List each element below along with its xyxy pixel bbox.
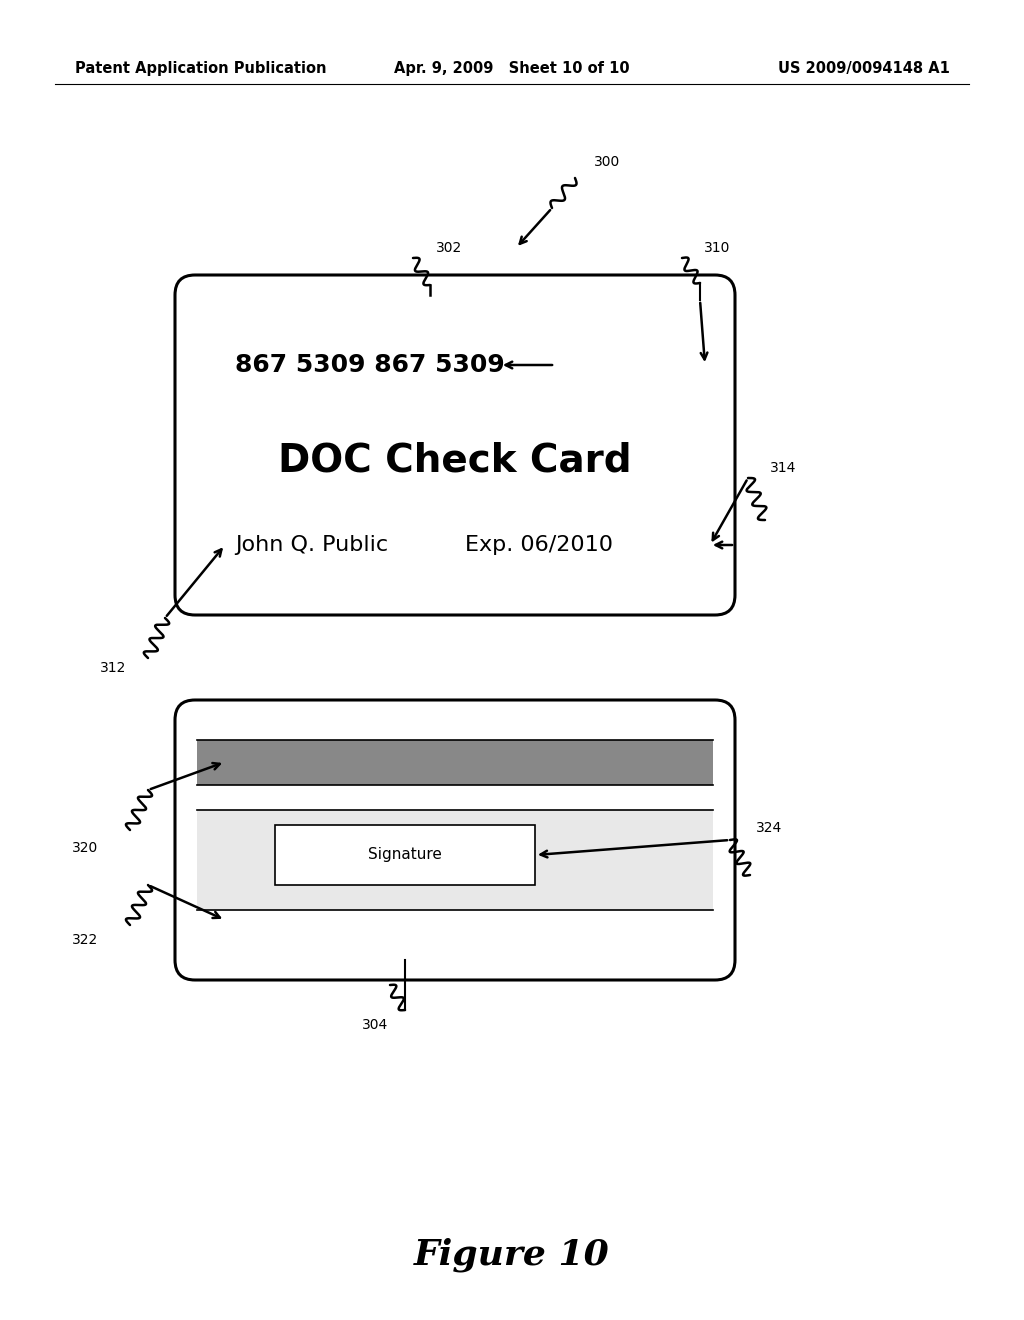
Text: John Q. Public: John Q. Public bbox=[234, 535, 388, 554]
Text: DOC Check Card: DOC Check Card bbox=[279, 441, 632, 479]
Text: 302: 302 bbox=[436, 242, 462, 255]
Text: 300: 300 bbox=[594, 154, 621, 169]
Text: US 2009/0094148 A1: US 2009/0094148 A1 bbox=[778, 61, 950, 75]
Text: Signature: Signature bbox=[368, 847, 442, 862]
FancyBboxPatch shape bbox=[175, 700, 735, 979]
Text: 310: 310 bbox=[705, 242, 730, 255]
Text: Patent Application Publication: Patent Application Publication bbox=[75, 61, 327, 75]
FancyBboxPatch shape bbox=[175, 275, 735, 615]
Bar bbox=[197, 810, 713, 909]
Text: 312: 312 bbox=[100, 661, 126, 675]
Text: 867 5309 867 5309: 867 5309 867 5309 bbox=[234, 352, 505, 378]
Text: 324: 324 bbox=[756, 821, 782, 836]
Text: Exp. 06/2010: Exp. 06/2010 bbox=[465, 535, 613, 554]
Text: 320: 320 bbox=[72, 841, 98, 855]
Text: Apr. 9, 2009   Sheet 10 of 10: Apr. 9, 2009 Sheet 10 of 10 bbox=[394, 61, 630, 75]
Bar bbox=[197, 741, 713, 785]
Text: Figure 10: Figure 10 bbox=[414, 1238, 610, 1272]
Text: 314: 314 bbox=[770, 461, 797, 475]
Text: 304: 304 bbox=[362, 1018, 388, 1032]
Text: 322: 322 bbox=[72, 933, 98, 946]
Bar bbox=[275, 825, 535, 884]
